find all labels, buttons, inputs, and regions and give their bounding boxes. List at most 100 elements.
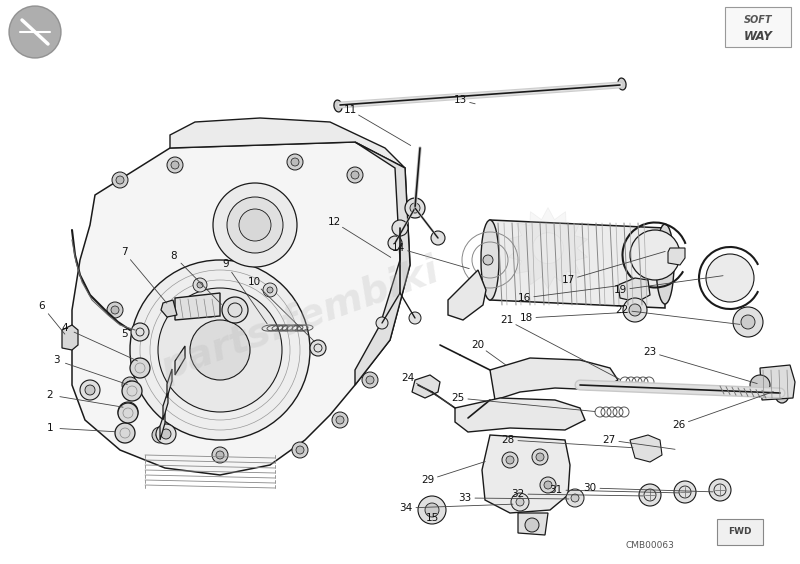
Circle shape	[156, 431, 164, 439]
Ellipse shape	[481, 220, 499, 300]
Circle shape	[536, 453, 544, 461]
Polygon shape	[62, 325, 78, 350]
Circle shape	[239, 209, 271, 241]
Circle shape	[388, 236, 402, 250]
Ellipse shape	[656, 224, 674, 304]
Text: 29: 29	[422, 475, 434, 485]
Circle shape	[630, 230, 680, 280]
Text: 21: 21	[500, 315, 514, 325]
Circle shape	[540, 477, 556, 493]
Circle shape	[131, 323, 149, 341]
Circle shape	[156, 424, 176, 444]
Circle shape	[122, 381, 142, 401]
Circle shape	[425, 503, 439, 517]
Text: 4: 4	[62, 323, 68, 333]
Circle shape	[362, 372, 378, 388]
Text: CMB00063: CMB00063	[625, 541, 674, 550]
Circle shape	[533, 233, 563, 263]
Circle shape	[532, 449, 548, 465]
Text: 28: 28	[502, 435, 514, 445]
Circle shape	[336, 416, 344, 424]
Text: 6: 6	[38, 301, 46, 311]
Circle shape	[122, 377, 138, 393]
Circle shape	[483, 255, 493, 265]
Polygon shape	[455, 398, 585, 432]
Polygon shape	[509, 208, 587, 289]
Polygon shape	[490, 220, 665, 308]
Text: 24: 24	[402, 373, 414, 383]
Circle shape	[566, 489, 584, 507]
Circle shape	[130, 358, 150, 378]
Text: 23: 23	[643, 347, 657, 357]
Text: 5: 5	[121, 329, 127, 339]
Circle shape	[410, 203, 420, 213]
Circle shape	[706, 254, 754, 302]
Circle shape	[171, 161, 179, 169]
Circle shape	[623, 298, 647, 322]
Text: 1: 1	[46, 423, 54, 433]
Circle shape	[9, 6, 61, 58]
Circle shape	[130, 260, 310, 440]
Text: 27: 27	[602, 435, 616, 445]
Text: 9: 9	[222, 259, 230, 269]
Circle shape	[291, 158, 299, 166]
Circle shape	[571, 494, 579, 502]
Circle shape	[227, 197, 283, 253]
Circle shape	[502, 452, 518, 468]
Polygon shape	[167, 369, 172, 398]
Circle shape	[347, 167, 363, 183]
Polygon shape	[72, 142, 410, 475]
Circle shape	[544, 481, 552, 489]
Ellipse shape	[775, 385, 789, 403]
Text: 26: 26	[672, 420, 686, 430]
Circle shape	[405, 198, 425, 218]
Text: 13: 13	[454, 95, 466, 105]
Text: 20: 20	[471, 340, 485, 350]
Circle shape	[733, 307, 763, 337]
Polygon shape	[668, 248, 685, 265]
Polygon shape	[490, 358, 618, 400]
Text: 30: 30	[583, 483, 597, 493]
Circle shape	[193, 278, 207, 292]
FancyBboxPatch shape	[725, 7, 791, 47]
Text: 14: 14	[391, 243, 405, 253]
Circle shape	[332, 412, 348, 428]
Text: 3: 3	[53, 355, 59, 365]
Text: 19: 19	[614, 285, 626, 295]
Polygon shape	[355, 142, 410, 385]
Circle shape	[222, 297, 248, 323]
Text: FWD: FWD	[728, 527, 752, 536]
Circle shape	[750, 375, 770, 395]
Text: 34: 34	[399, 503, 413, 513]
Polygon shape	[482, 435, 570, 513]
Text: 22: 22	[615, 305, 629, 315]
Circle shape	[418, 496, 446, 524]
Text: 12: 12	[327, 217, 341, 227]
Circle shape	[167, 157, 183, 173]
Circle shape	[741, 315, 755, 329]
Circle shape	[516, 498, 524, 506]
Text: 18: 18	[519, 313, 533, 323]
Polygon shape	[618, 278, 650, 302]
Circle shape	[161, 429, 171, 439]
Polygon shape	[163, 391, 168, 420]
Polygon shape	[518, 513, 548, 535]
Circle shape	[152, 427, 168, 443]
Circle shape	[366, 376, 374, 384]
Circle shape	[207, 307, 213, 313]
Text: WAY: WAY	[743, 29, 773, 42]
Circle shape	[310, 340, 326, 356]
Circle shape	[203, 303, 217, 317]
Circle shape	[118, 402, 138, 422]
Circle shape	[409, 312, 421, 324]
Circle shape	[506, 456, 514, 464]
Polygon shape	[160, 411, 165, 440]
Circle shape	[392, 220, 408, 236]
Ellipse shape	[618, 78, 626, 90]
Circle shape	[190, 320, 250, 380]
Polygon shape	[175, 346, 185, 375]
Text: 10: 10	[247, 277, 261, 287]
Circle shape	[213, 183, 297, 267]
Text: 17: 17	[562, 275, 574, 285]
Circle shape	[212, 447, 228, 463]
